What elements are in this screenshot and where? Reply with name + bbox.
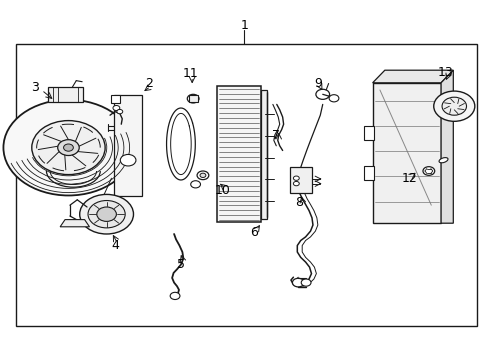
Bar [216,86,260,222]
Circle shape [117,109,122,114]
Text: 12: 12 [401,172,417,185]
Bar [111,95,120,103]
Text: 11: 11 [183,67,198,80]
Bar [16,44,476,326]
Circle shape [113,105,120,111]
Circle shape [187,94,199,103]
Circle shape [422,167,434,175]
Text: 10: 10 [214,184,230,197]
Bar [188,95,197,102]
Circle shape [170,292,180,300]
Bar [363,166,373,180]
Bar [48,87,83,102]
Circle shape [315,89,329,99]
Circle shape [63,144,73,151]
Text: 4: 4 [111,239,119,252]
Circle shape [80,194,133,234]
Circle shape [301,279,310,286]
Circle shape [97,207,116,221]
Circle shape [197,171,208,180]
Polygon shape [440,70,452,223]
Circle shape [293,181,299,186]
Circle shape [58,140,79,156]
Text: 8: 8 [295,196,303,209]
Circle shape [3,100,133,195]
Ellipse shape [438,158,447,163]
Text: 6: 6 [250,226,258,239]
Text: 3: 3 [31,81,39,94]
Bar [260,90,266,219]
Circle shape [88,201,125,228]
Polygon shape [372,70,452,83]
Text: 7: 7 [272,129,280,141]
Circle shape [441,97,466,115]
Circle shape [293,176,299,180]
Text: 5: 5 [177,258,184,271]
Circle shape [328,95,338,102]
Circle shape [190,181,200,188]
Bar [114,95,142,196]
Polygon shape [60,220,89,227]
Bar [372,83,440,223]
Text: 9: 9 [313,77,321,90]
Circle shape [433,91,474,121]
Bar [290,167,312,193]
Circle shape [200,173,205,177]
Circle shape [120,154,136,166]
Bar [363,126,373,140]
Text: 2: 2 [145,77,153,90]
Circle shape [292,278,304,287]
Text: 1: 1 [240,19,248,32]
Text: 13: 13 [437,66,453,79]
Circle shape [32,121,105,175]
